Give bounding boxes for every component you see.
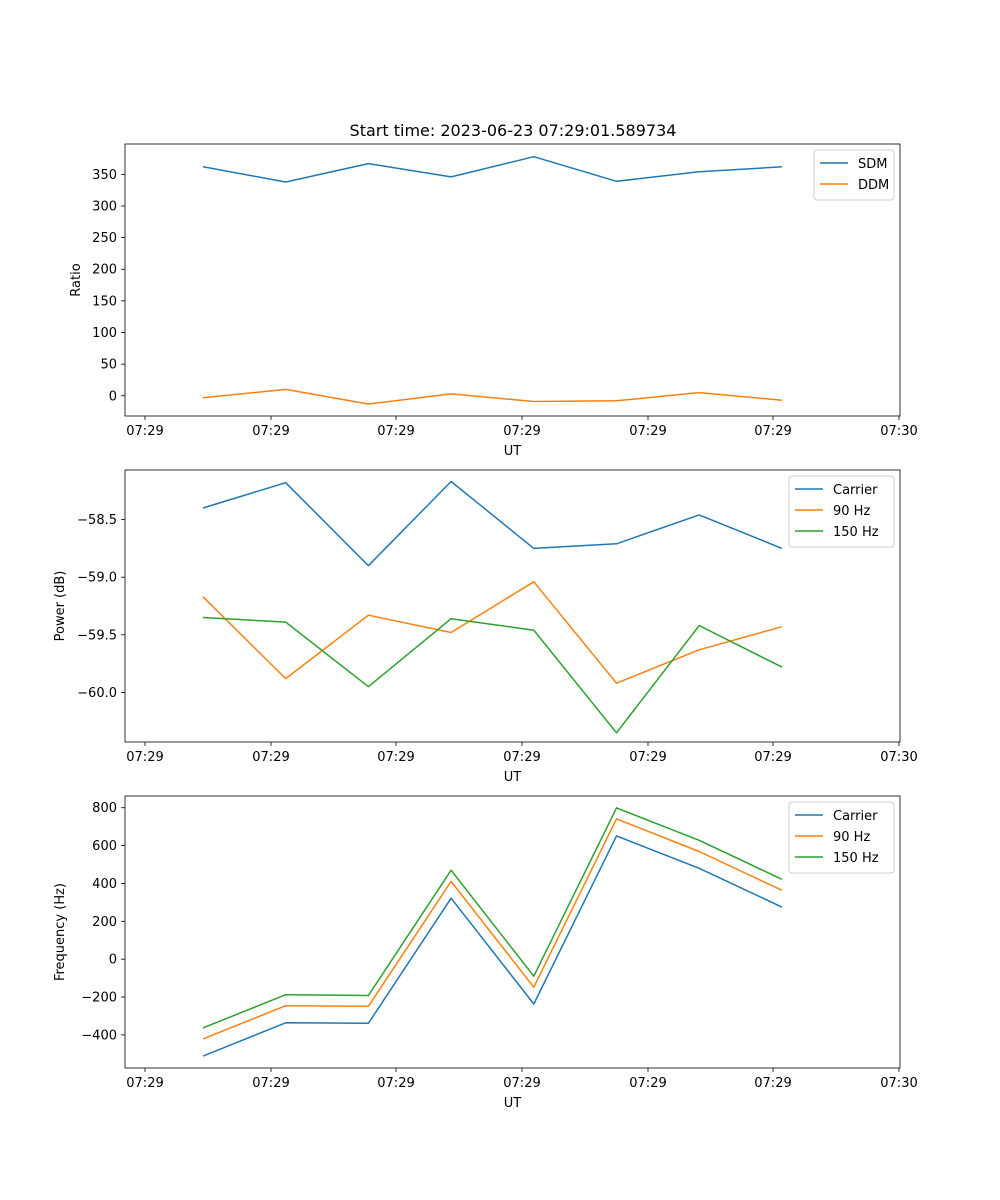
y-tick-label: 0 — [109, 389, 117, 404]
y-tick-label: 600 — [92, 839, 117, 854]
x-tick-label: 07:29 — [629, 1076, 666, 1091]
series-line-2-3 — [202, 616, 783, 734]
panel-3: 07:29 07:29 07:29 07:29 07:29 07:29 07:30 −400 −… — [53, 795, 918, 1111]
x-axis-label: UT — [504, 444, 522, 459]
x-tick-label: 07:29 — [126, 424, 163, 439]
axes-frame — [124, 795, 901, 1069]
axes-frame — [124, 143, 901, 417]
y-tick-label: 350 — [92, 168, 117, 183]
panel-2: 07:29 07:29 07:29 07:29 07:29 07:29 07:30 −60.0… — [53, 469, 918, 785]
series-line-2-1 — [202, 480, 783, 567]
y-tick-label: 200 — [92, 263, 117, 278]
series-line-3-3 — [202, 807, 783, 1029]
series-line-1-2 — [202, 388, 782, 405]
legend-entry: Carrier — [833, 483, 878, 498]
x-tick-label: 07:29 — [754, 424, 791, 439]
y-axis-label: Ratio — [69, 263, 84, 296]
y-tick-label: −59.0 — [77, 571, 117, 586]
legend-entry: DDM — [858, 178, 889, 193]
y-tick-label: −58.5 — [77, 513, 117, 528]
series-line-1-1 — [202, 155, 782, 183]
figure-title: Start time: 2023-06-23 07:29:01.589734 — [350, 121, 677, 140]
legend-entry: 90 Hz — [833, 504, 870, 519]
x-tick-label: 07:29 — [126, 1076, 163, 1091]
x-tick-label: 07:29 — [377, 424, 414, 439]
x-tick-label: 07:29 — [377, 1076, 414, 1091]
y-tick-label: −59.5 — [77, 628, 117, 643]
x-tick-label: 07:29 — [754, 750, 791, 765]
x-tick-label: 07:30 — [880, 424, 917, 439]
legend-entry: 150 Hz — [833, 851, 879, 866]
axes-frame — [124, 469, 901, 743]
y-tick-label: 400 — [92, 877, 117, 892]
x-tick-label: 07:29 — [252, 424, 289, 439]
x-tick-label: 07:29 — [503, 750, 540, 765]
y-tick-label: 800 — [92, 801, 117, 816]
legend-box — [788, 475, 895, 548]
y-tick-label: 250 — [92, 231, 117, 246]
x-tick-label: 07:29 — [503, 1076, 540, 1091]
x-tick-label: 07:30 — [880, 1076, 917, 1091]
legend-entry: 150 Hz — [833, 525, 879, 540]
y-axis-label: Power (dB) — [53, 571, 68, 642]
x-tick-label: 07:29 — [503, 424, 540, 439]
series-line-3-1 — [202, 835, 783, 1057]
panel-1: 07:29 07:29 07:29 07:29 07:29 07:29 07:30 0 50 10… — [69, 143, 918, 459]
y-tick-label: −60.0 — [77, 686, 117, 701]
legend: Carrier 90 Hz 150 Hz — [788, 801, 895, 874]
series-line-2-2 — [202, 581, 783, 684]
x-tick-label: 07:29 — [377, 750, 414, 765]
y-tick-label: 300 — [92, 199, 117, 214]
x-tick-label: 07:30 — [880, 750, 917, 765]
y-tick-label: −400 — [81, 1028, 117, 1043]
x-tick-label: 07:29 — [252, 750, 289, 765]
x-tick-label: 07:29 — [629, 750, 666, 765]
y-tick-label: 50 — [100, 358, 117, 373]
x-tick-label: 07:29 — [252, 1076, 289, 1091]
y-axis-label: Frequency (Hz) — [53, 883, 68, 981]
x-tick-label: 07:29 — [629, 424, 666, 439]
panels: 07:29 07:29 07:29 07:29 07:29 07:29 07:30 0 50 10… — [53, 143, 918, 1111]
x-axis-label: UT — [504, 1096, 522, 1111]
series-line-3-2 — [202, 818, 783, 1040]
y-tick-label: −200 — [81, 991, 117, 1006]
y-tick-label: 100 — [92, 326, 117, 341]
legend-box — [788, 801, 895, 874]
legend-entry: 90 Hz — [833, 830, 870, 845]
y-tick-label: 200 — [92, 915, 117, 930]
y-tick-label: 150 — [92, 294, 117, 309]
y-tick-label: 0 — [109, 953, 117, 968]
legend: SDM DDM — [813, 149, 895, 201]
x-tick-label: 07:29 — [126, 750, 163, 765]
x-axis-label: UT — [504, 770, 522, 785]
legend-entry: SDM — [858, 157, 887, 172]
x-tick-label: 07:29 — [754, 1076, 791, 1091]
legend-entry: Carrier — [833, 809, 878, 824]
legend: Carrier 90 Hz 150 Hz — [788, 475, 895, 548]
